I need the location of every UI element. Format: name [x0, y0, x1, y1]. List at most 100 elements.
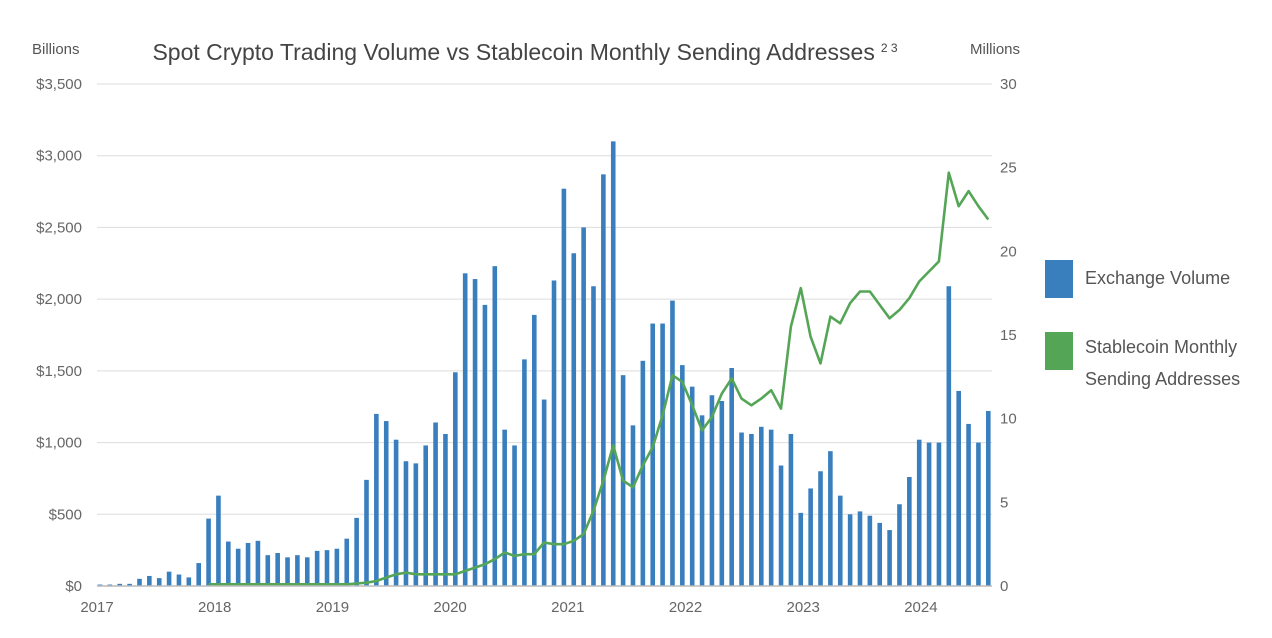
- bar-exchange-volume: [374, 413, 379, 586]
- bar-exchange-volume: [581, 227, 586, 586]
- x-axis-ticks: 2017 2018 2019 2020 2021 2022 2023 2024: [80, 599, 937, 616]
- bar-exchange-volume: [344, 538, 350, 586]
- bar-exchange-volume: [255, 540, 261, 586]
- x-tick-label: 2023: [787, 599, 820, 616]
- bar-exchange-volume: [354, 517, 359, 586]
- bar-exchange-volume: [976, 442, 981, 586]
- legend-label-stablecoin: Stablecoin Monthly Sending Addresses: [1085, 337, 1240, 389]
- bar-exchange-volume: [630, 425, 636, 586]
- bar-exchange-volume: [847, 514, 853, 586]
- bar-exchange-volume: [689, 386, 695, 586]
- bar-exchange-volume: [946, 286, 952, 586]
- bar-exchange-volume: [226, 541, 231, 586]
- bar-exchange-volume: [758, 426, 764, 586]
- right-tick-label: 10: [1000, 411, 1017, 428]
- right-axis-ticks: 0 5 10 15 20 25 30: [1000, 76, 1017, 595]
- bar-exchange-volume: [433, 422, 438, 586]
- bar-exchange-volume: [798, 512, 804, 586]
- bar-exchange-volume: [216, 495, 221, 586]
- bar-exchange-volume: [423, 445, 429, 586]
- left-axis-unit-label: Billions: [32, 41, 80, 58]
- bar-exchange-volume: [364, 479, 369, 586]
- x-tick-label: 2017: [80, 599, 113, 616]
- x-tick-label: 2024: [904, 599, 937, 616]
- bar-exchange-volume: [749, 433, 754, 586]
- legend-swatch-stablecoin: [1045, 332, 1073, 370]
- bar-exchange-volume: [275, 553, 280, 586]
- right-tick-label: 20: [1000, 243, 1017, 260]
- bar-exchange-volume: [502, 429, 507, 586]
- x-tick-label: 2019: [316, 599, 349, 616]
- line-series-stablecoin: [208, 171, 990, 586]
- bar-exchange-volume: [334, 548, 340, 586]
- bar-exchange-volume: [462, 273, 468, 586]
- left-tick-label: $3,500: [36, 76, 82, 93]
- left-tick-label: $1,500: [36, 363, 82, 380]
- bar-exchange-volume: [413, 463, 419, 586]
- bar-exchange-volume: [887, 530, 892, 586]
- bar-exchange-volume: [522, 359, 527, 586]
- bar-exchange-volume: [877, 522, 883, 586]
- bar-exchange-volume: [571, 253, 577, 586]
- bar-exchange-volume: [660, 323, 665, 586]
- bar-exchange-volume: [147, 575, 152, 586]
- left-axis-ticks: $0 $500 $1,000 $1,500 $2,000 $2,500 $3,000 $3,5…: [36, 76, 82, 595]
- bar-exchange-volume: [709, 395, 715, 586]
- legend-label-exchange-volume: Exchange Volume: [1085, 268, 1230, 288]
- bar-exchange-volume: [531, 314, 537, 586]
- bar-series-exchange-volume: [97, 141, 991, 587]
- bar-exchange-volume: [393, 439, 399, 586]
- x-tick-label: 2021: [551, 599, 584, 616]
- left-tick-label: $1,000: [36, 435, 82, 452]
- line-stablecoin-addresses: [208, 171, 990, 586]
- bar-exchange-volume: [295, 555, 300, 586]
- bar-exchange-volume: [699, 415, 705, 586]
- bar-exchange-volume: [610, 141, 616, 586]
- left-tick-label: $3,000: [36, 148, 82, 165]
- bar-exchange-volume: [591, 286, 596, 586]
- bar-exchange-volume: [907, 476, 912, 586]
- legend: Exchange Volume Stablecoin Monthly Sendin…: [1045, 260, 1240, 389]
- bar-exchange-volume: [403, 461, 409, 586]
- right-tick-label: 25: [1000, 160, 1017, 177]
- bar-exchange-volume: [719, 400, 725, 586]
- bar-exchange-volume: [966, 423, 971, 586]
- bar-exchange-volume: [818, 471, 823, 586]
- bar-exchange-volume: [265, 555, 271, 586]
- bar-exchange-volume: [166, 571, 172, 586]
- bar-exchange-volume: [324, 550, 330, 586]
- right-tick-label: 0: [1000, 578, 1008, 595]
- bar-exchange-volume: [512, 445, 517, 586]
- left-tick-label: $500: [49, 506, 82, 523]
- bar-exchange-volume: [867, 515, 873, 586]
- bar-exchange-volume: [472, 279, 478, 586]
- bar-exchange-volume: [916, 439, 922, 586]
- bar-exchange-volume: [808, 488, 813, 586]
- gridlines: [97, 83, 992, 515]
- bar-exchange-volume: [314, 550, 320, 586]
- bar-exchange-volume: [235, 548, 241, 586]
- bar-exchange-volume: [492, 266, 498, 586]
- x-tick-label: 2020: [433, 599, 466, 616]
- bar-exchange-volume: [601, 174, 606, 587]
- left-tick-label: $2,000: [36, 291, 82, 308]
- bar-exchange-volume: [443, 433, 448, 586]
- bar-exchange-volume: [828, 451, 833, 586]
- bar-exchange-volume: [837, 495, 843, 586]
- bar-exchange-volume: [453, 372, 458, 586]
- left-tick-label: $0: [65, 578, 82, 595]
- bar-exchange-volume: [196, 563, 201, 586]
- bar-exchange-volume: [186, 577, 192, 586]
- bar-exchange-volume: [670, 300, 675, 586]
- right-axis-unit-label: Millions: [970, 41, 1020, 58]
- bar-exchange-volume: [739, 432, 744, 586]
- bar-exchange-volume: [137, 578, 142, 586]
- bar-exchange-volume: [383, 421, 389, 586]
- bar-exchange-volume: [986, 411, 991, 586]
- bar-exchange-volume: [926, 442, 932, 586]
- chart-title: Spot Crypto Trading Volume vs Stablecoin…: [152, 39, 897, 65]
- bar-exchange-volume: [176, 574, 182, 586]
- bar-exchange-volume: [541, 399, 547, 586]
- bar-exchange-volume: [897, 504, 902, 586]
